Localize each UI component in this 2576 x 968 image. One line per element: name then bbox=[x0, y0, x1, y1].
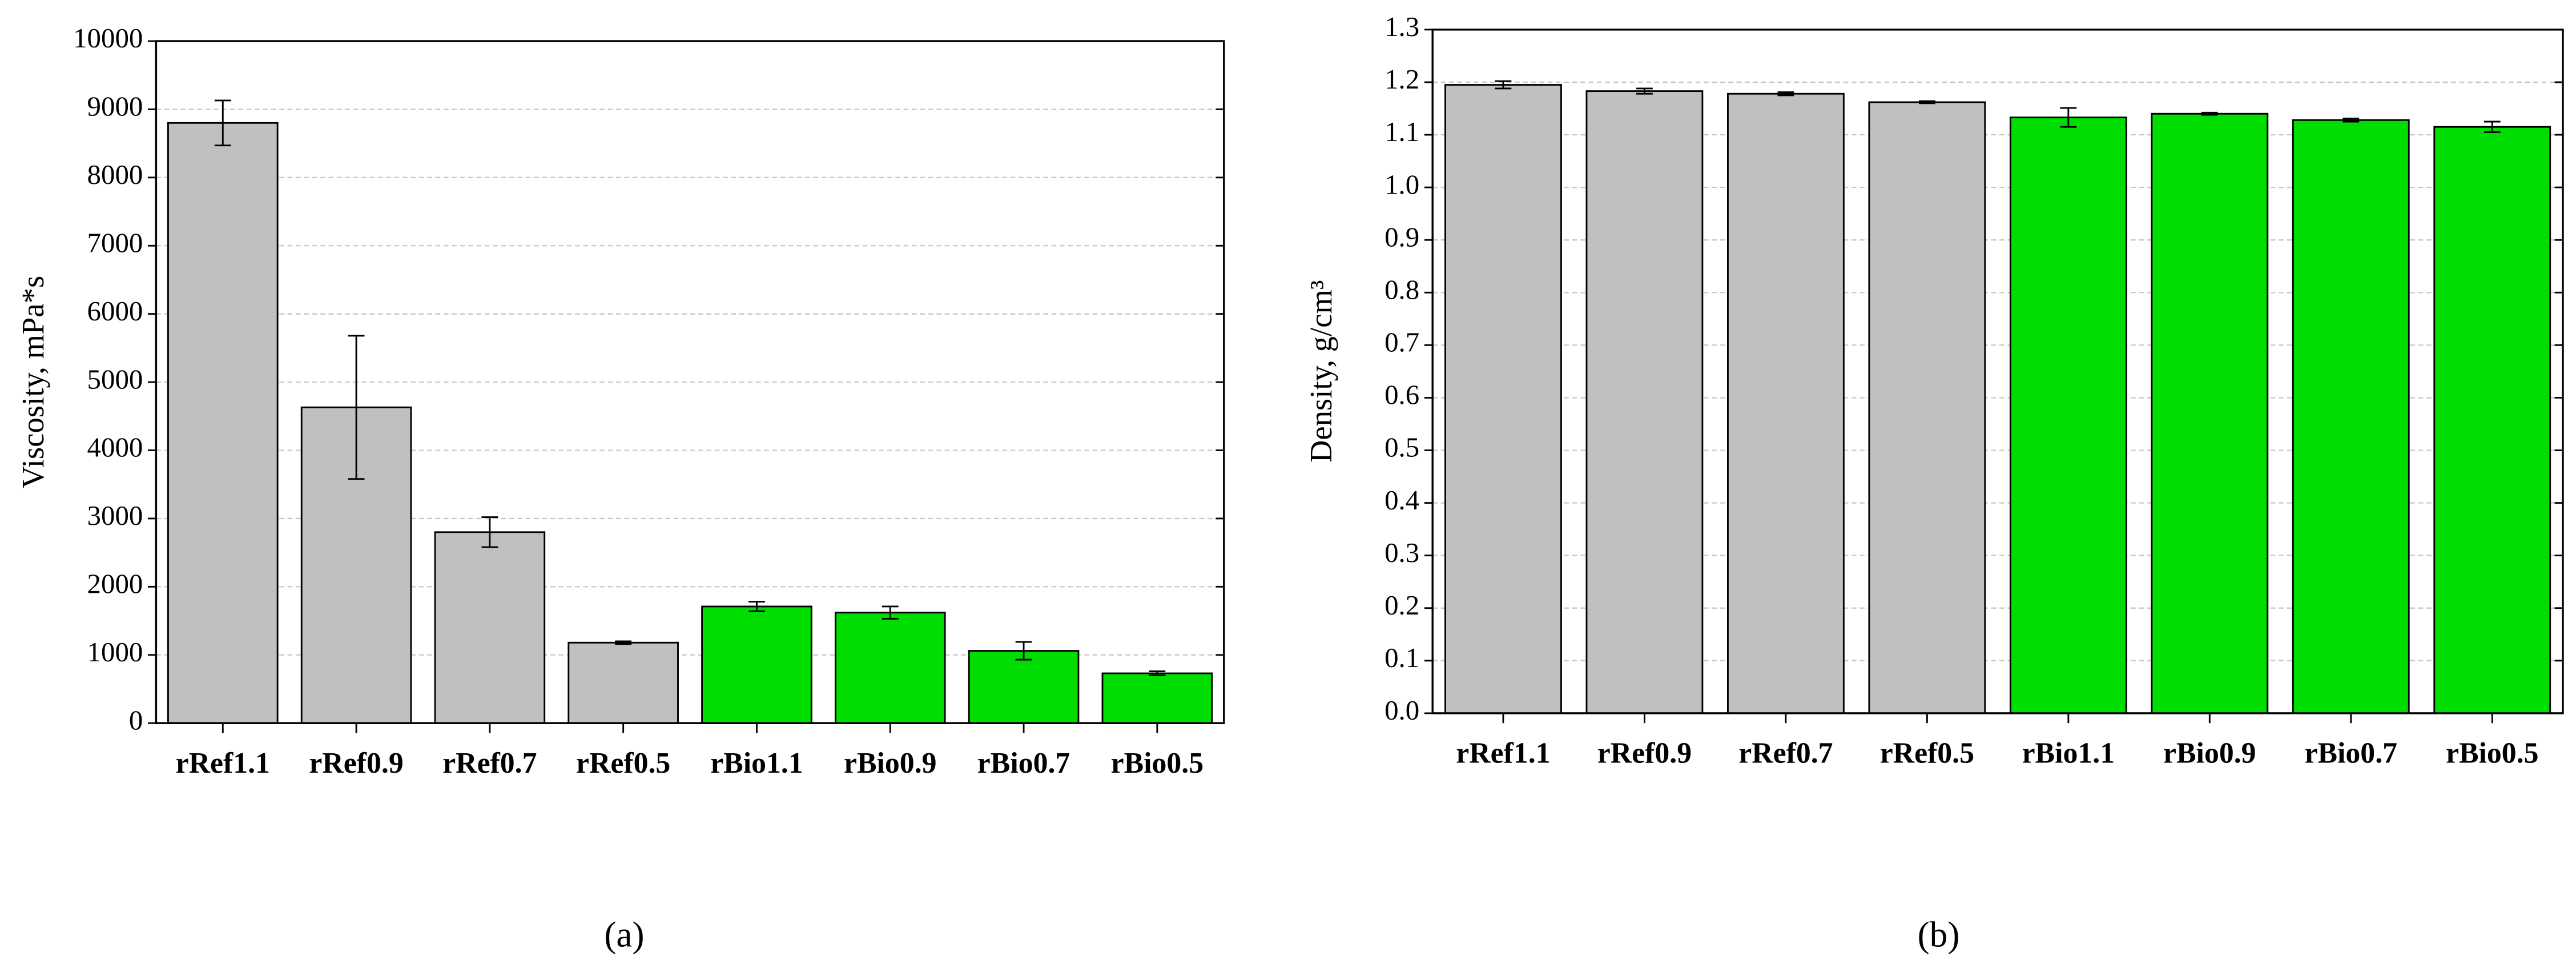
y-tick-label: 0.4 bbox=[1384, 484, 1419, 516]
bar bbox=[567, 641, 679, 724]
y-tick-label: 1.3 bbox=[1384, 11, 1419, 42]
x-tick-label: rBio0.7 bbox=[977, 747, 1070, 780]
y-tick-label: 1000 bbox=[87, 636, 143, 668]
x-tick-label: rBio1.1 bbox=[710, 747, 803, 780]
y-tick-label: 5000 bbox=[87, 363, 143, 395]
x-tick-label: rRef0.7 bbox=[442, 747, 537, 780]
y-tick-label: 0 bbox=[129, 704, 143, 736]
y-tick-label: 0.1 bbox=[1384, 642, 1419, 673]
x-tick-label: rRef0.5 bbox=[1880, 737, 1974, 770]
y-axis-title: Density, g/cm³ bbox=[1303, 280, 1338, 463]
y-tick-label: 3000 bbox=[87, 500, 143, 531]
bar bbox=[1101, 672, 1213, 724]
caption: (b) bbox=[1918, 915, 1960, 955]
x-tick-label: rBio0.9 bbox=[2163, 737, 2256, 770]
bar bbox=[2151, 113, 2269, 714]
y-tick-label: 0.8 bbox=[1384, 274, 1419, 305]
bar bbox=[1868, 101, 1986, 714]
y-tick-label: 1.1 bbox=[1384, 116, 1419, 147]
y-tick-label: 8000 bbox=[87, 159, 143, 190]
x-tick-label: rBio0.7 bbox=[2305, 737, 2398, 770]
y-tick-label: 10000 bbox=[73, 22, 143, 54]
x-tick-label: rBio0.5 bbox=[1111, 747, 1204, 780]
bar bbox=[1585, 90, 1704, 714]
y-tick-label: 2000 bbox=[87, 568, 143, 600]
x-tick-label: rRef1.1 bbox=[176, 747, 270, 780]
y-tick-label: 4000 bbox=[87, 432, 143, 463]
y-tick-label: 1.0 bbox=[1384, 168, 1419, 200]
y-tick-label: 6000 bbox=[87, 295, 143, 327]
y-tick-label: 0.0 bbox=[1384, 694, 1419, 726]
bar bbox=[2292, 119, 2410, 714]
caption: (a) bbox=[604, 915, 644, 955]
y-tick-label: 7000 bbox=[87, 227, 143, 258]
plot-frame bbox=[1431, 29, 2564, 714]
y-axis-title: Viscosity, mPa*s bbox=[15, 276, 50, 489]
x-tick-label: rRef0.9 bbox=[309, 747, 403, 780]
y-tick-label: 0.3 bbox=[1384, 537, 1419, 568]
x-tick-label: rBio1.1 bbox=[2022, 737, 2115, 770]
bar bbox=[968, 650, 1080, 724]
y-tick-label: 1.2 bbox=[1384, 63, 1419, 95]
y-tick-label: 0.9 bbox=[1384, 221, 1419, 252]
y-tick-label: 0.7 bbox=[1384, 327, 1419, 358]
x-tick-label: rRef0.9 bbox=[1597, 737, 1692, 770]
y-tick-label: 0.5 bbox=[1384, 432, 1419, 463]
x-tick-label: rBio0.9 bbox=[844, 747, 937, 780]
bar bbox=[167, 122, 279, 724]
y-tick-label: 9000 bbox=[87, 91, 143, 122]
x-tick-label: rRef1.1 bbox=[1456, 737, 1550, 770]
y-tick-label: 0.2 bbox=[1384, 589, 1419, 621]
x-tick-label: rRef0.7 bbox=[1738, 737, 1833, 770]
bar bbox=[1726, 93, 1845, 714]
bar bbox=[834, 612, 946, 724]
bar bbox=[701, 605, 812, 724]
plot-frame bbox=[155, 40, 1225, 724]
bar bbox=[2009, 117, 2127, 714]
y-tick-label: 0.6 bbox=[1384, 379, 1419, 411]
bar bbox=[434, 531, 546, 724]
bar bbox=[2433, 126, 2551, 714]
x-tick-label: rBio0.5 bbox=[2446, 737, 2539, 770]
x-tick-label: rRef0.5 bbox=[576, 747, 670, 780]
bar bbox=[1444, 84, 1562, 714]
